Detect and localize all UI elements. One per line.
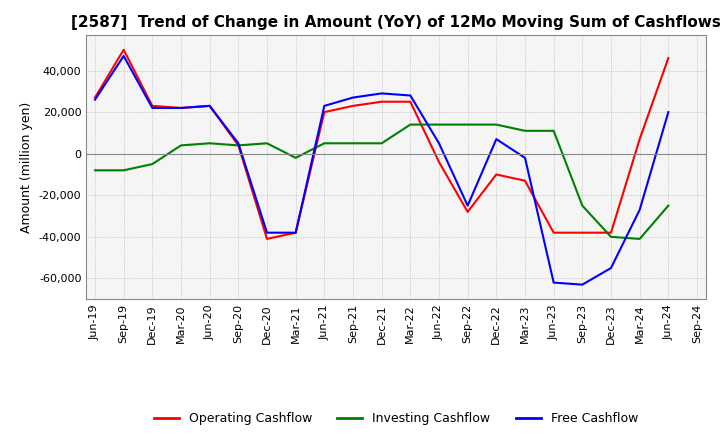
Investing Cashflow: [635, 236, 644, 242]
Free Cashflow: [292, 230, 300, 235]
Free Cashflow: [635, 207, 644, 213]
Operating Cashflow: [664, 55, 672, 61]
Free Cashflow: [348, 95, 357, 100]
Operating Cashflow: [263, 236, 271, 242]
Operating Cashflow: [578, 230, 587, 235]
Investing Cashflow: [91, 168, 99, 173]
Investing Cashflow: [205, 141, 214, 146]
Free Cashflow: [263, 230, 271, 235]
Operating Cashflow: [234, 143, 243, 148]
Line: Investing Cashflow: Investing Cashflow: [95, 125, 668, 239]
Operating Cashflow: [464, 209, 472, 215]
Free Cashflow: [406, 93, 415, 98]
Investing Cashflow: [521, 128, 529, 133]
Free Cashflow: [176, 105, 185, 110]
Title: [2587]  Trend of Change in Amount (YoY) of 12Mo Moving Sum of Cashflows: [2587] Trend of Change in Amount (YoY) o…: [71, 15, 720, 30]
Investing Cashflow: [492, 122, 500, 127]
Operating Cashflow: [377, 99, 386, 104]
Free Cashflow: [464, 203, 472, 208]
Investing Cashflow: [406, 122, 415, 127]
Operating Cashflow: [292, 230, 300, 235]
Investing Cashflow: [464, 122, 472, 127]
Investing Cashflow: [292, 155, 300, 161]
Investing Cashflow: [120, 168, 128, 173]
Free Cashflow: [435, 141, 444, 146]
Operating Cashflow: [320, 110, 328, 115]
Free Cashflow: [377, 91, 386, 96]
Operating Cashflow: [521, 178, 529, 183]
Investing Cashflow: [348, 141, 357, 146]
Free Cashflow: [521, 155, 529, 161]
Y-axis label: Amount (million yen): Amount (million yen): [20, 102, 33, 233]
Free Cashflow: [607, 265, 616, 271]
Investing Cashflow: [148, 161, 157, 167]
Investing Cashflow: [263, 141, 271, 146]
Free Cashflow: [205, 103, 214, 109]
Investing Cashflow: [234, 143, 243, 148]
Free Cashflow: [91, 97, 99, 102]
Operating Cashflow: [120, 47, 128, 52]
Operating Cashflow: [549, 230, 558, 235]
Investing Cashflow: [549, 128, 558, 133]
Investing Cashflow: [435, 122, 444, 127]
Line: Operating Cashflow: Operating Cashflow: [95, 50, 668, 239]
Operating Cashflow: [91, 95, 99, 100]
Investing Cashflow: [176, 143, 185, 148]
Free Cashflow: [549, 280, 558, 285]
Free Cashflow: [148, 105, 157, 110]
Investing Cashflow: [664, 203, 672, 208]
Free Cashflow: [234, 141, 243, 146]
Operating Cashflow: [148, 103, 157, 109]
Free Cashflow: [664, 110, 672, 115]
Operating Cashflow: [406, 99, 415, 104]
Operating Cashflow: [607, 230, 616, 235]
Free Cashflow: [320, 103, 328, 109]
Legend: Operating Cashflow, Investing Cashflow, Free Cashflow: Operating Cashflow, Investing Cashflow, …: [149, 407, 643, 430]
Operating Cashflow: [435, 159, 444, 165]
Operating Cashflow: [635, 136, 644, 142]
Operating Cashflow: [348, 103, 357, 109]
Operating Cashflow: [205, 103, 214, 109]
Investing Cashflow: [607, 234, 616, 239]
Line: Free Cashflow: Free Cashflow: [95, 56, 668, 285]
Investing Cashflow: [377, 141, 386, 146]
Free Cashflow: [492, 136, 500, 142]
Operating Cashflow: [492, 172, 500, 177]
Free Cashflow: [578, 282, 587, 287]
Operating Cashflow: [176, 105, 185, 110]
Investing Cashflow: [320, 141, 328, 146]
Free Cashflow: [120, 53, 128, 59]
Investing Cashflow: [578, 203, 587, 208]
